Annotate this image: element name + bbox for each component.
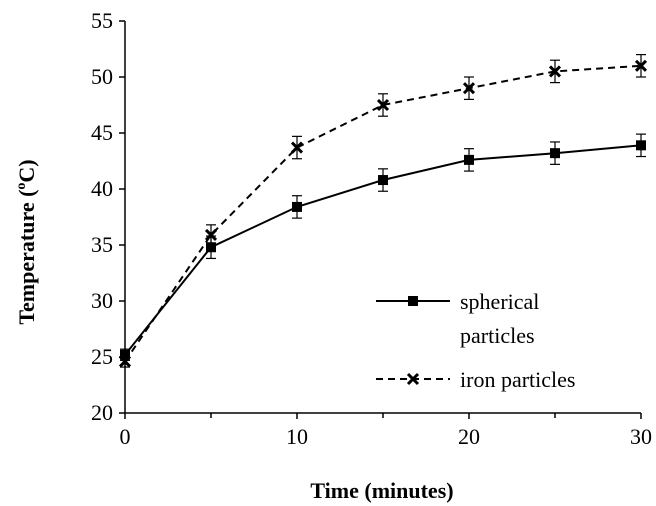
legend-item-spherical: spherical particles — [376, 289, 539, 348]
series-spherical — [120, 133, 646, 361]
data-point — [464, 154, 474, 165]
y-tick-label: 55 — [91, 8, 113, 33]
legend-marker-iron — [406, 372, 420, 386]
tick-labels: 20 25 30 35 40 45 50 55 0 10 20 30 — [91, 8, 652, 449]
data-point — [376, 98, 390, 112]
y-axis-title: Temperature (oC) — [14, 159, 39, 324]
y-tick-label: 45 — [91, 120, 113, 145]
y-tick-label: 50 — [91, 64, 113, 89]
legend-item-iron: iron particles — [376, 367, 575, 392]
y-axis-title-sup: o — [14, 183, 29, 190]
data-point — [292, 201, 302, 212]
data-point — [290, 141, 304, 154]
x-tick-label: 0 — [120, 424, 131, 449]
data-point — [636, 140, 646, 151]
series-iron — [118, 53, 648, 368]
y-tick-label: 35 — [91, 232, 113, 257]
y-tick-label: 20 — [91, 400, 113, 425]
series-layer — [118, 53, 648, 368]
x-tick-label: 10 — [286, 424, 308, 449]
axes — [119, 20, 642, 419]
y-tick-label: 30 — [91, 288, 113, 313]
data-point — [204, 228, 218, 241]
data-point — [378, 175, 388, 186]
data-point — [462, 82, 476, 95]
legend-label-spherical-line1: spherical — [460, 289, 539, 314]
data-point — [206, 242, 216, 253]
data-point — [548, 65, 562, 78]
x-tick-label: 30 — [630, 424, 652, 449]
y-tick-label: 40 — [91, 176, 113, 201]
legend: spherical particles iron particles — [376, 289, 575, 392]
data-point — [550, 148, 560, 159]
legend-label-iron: iron particles — [460, 367, 575, 392]
data-point — [634, 59, 648, 72]
data-point — [120, 349, 130, 360]
y-axis-title-main: Temperature ( — [14, 190, 39, 325]
legend-label-spherical-line2: particles — [460, 323, 535, 348]
y-axis-title-end: C) — [14, 159, 39, 182]
legend-marker-spherical — [408, 296, 418, 306]
x-tick-label: 20 — [458, 424, 480, 449]
data-point — [118, 355, 132, 368]
y-tick-label: 25 — [91, 344, 113, 369]
x-axis-title: Time (minutes) — [310, 478, 453, 503]
